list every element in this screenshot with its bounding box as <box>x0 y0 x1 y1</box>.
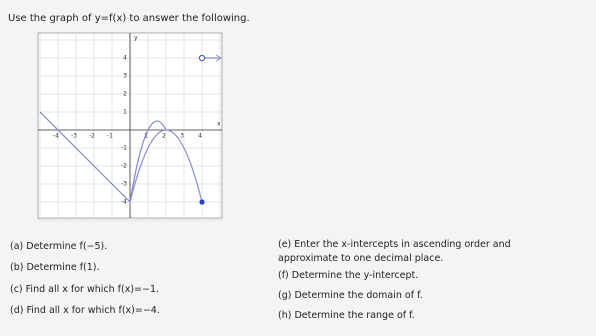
y-tick-label: -1 <box>121 145 127 152</box>
x-tick-label: 1 <box>144 133 148 140</box>
question: (g) Determine the domain of f. <box>278 290 423 301</box>
question: (c) Find all x for which f(x)=−1. <box>10 284 160 295</box>
x-tick-label: -3 <box>71 133 77 140</box>
question: (d) Find all x for which f(x)=−4. <box>10 305 160 316</box>
x-axis-label: x <box>217 121 221 128</box>
y-tick-label: 1 <box>123 109 127 116</box>
x-tick-label: -1 <box>107 133 113 140</box>
question: (b) Determine f(1). <box>10 262 100 273</box>
y-axis-label: y <box>134 35 138 42</box>
question: (e) Enter the x-intercepts in ascending … <box>278 239 511 250</box>
y-tick-label: 3 <box>123 73 127 80</box>
graph: x y -4 -3 -2 -1 1 2 3 4 4 3 2 1 -1 -2 -3 -4 <box>37 32 223 221</box>
curve <box>129 129 203 203</box>
y-tick-label: 2 <box>123 91 127 98</box>
arrow <box>215 54 222 62</box>
title: Use the graph of y=f(x) to answer the fo… <box>8 13 250 24</box>
x-tick-label: 3 <box>180 133 184 140</box>
y-tick-label: 4 <box>123 55 127 62</box>
question: approximate to one decimal place. <box>278 253 444 264</box>
curve <box>39 111 167 204</box>
x-tick-label: 4 <box>198 133 202 140</box>
open-point <box>198 54 206 62</box>
y-tick-label: -3 <box>121 181 127 188</box>
question: (h) Determine the range of f. <box>278 310 415 321</box>
x-tick-label: -2 <box>89 133 95 140</box>
closed-point <box>199 199 205 205</box>
y-tick-label: -4 <box>121 199 127 206</box>
question: (a) Determine f(−5). <box>10 241 108 252</box>
x-tick-label: -4 <box>53 133 59 140</box>
question: (f) Determine the y-intercept. <box>278 270 419 281</box>
y-tick-label: -2 <box>121 163 127 170</box>
x-tick-label: 2 <box>162 133 166 140</box>
